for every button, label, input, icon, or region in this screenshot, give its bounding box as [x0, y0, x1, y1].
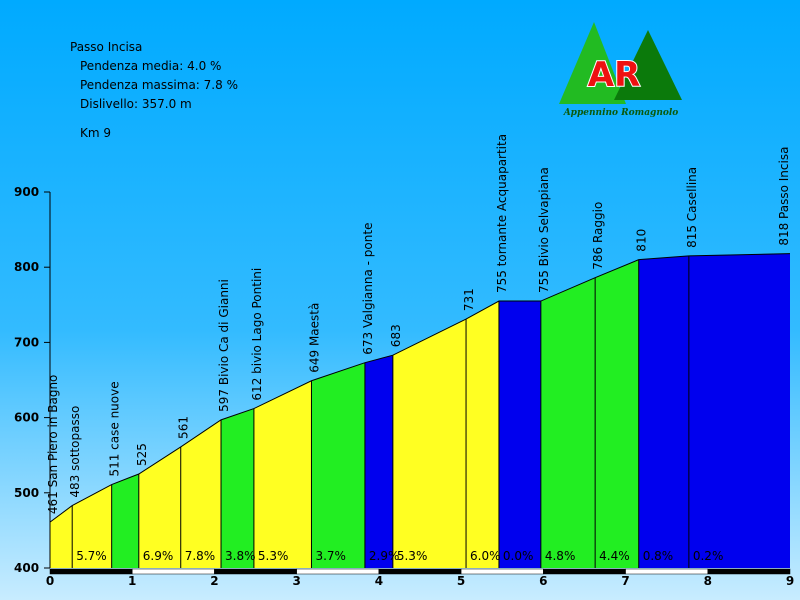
profile-segment: [72, 484, 112, 568]
point-label: 755 tornante Acquapartita: [495, 134, 509, 293]
elevation-gain: Dislivello: 357.0 m: [70, 95, 238, 114]
segment-slope-label: 6.0%: [470, 549, 501, 563]
profile-segment: [540, 277, 596, 568]
x-axis-km-band: [296, 568, 380, 575]
y-tick-label: 500: [14, 486, 39, 500]
profile-segment: [595, 259, 639, 568]
logo-caption: Appennino Romagnolo: [563, 108, 679, 118]
point-label: 731: [462, 288, 476, 311]
point-label: 612 bivio Lago Pontini: [250, 268, 264, 401]
point-label: 755 Bivio Selvapiana: [537, 167, 551, 293]
x-tick-label: 4: [375, 574, 383, 588]
x-axis-km-band: [214, 568, 297, 575]
logo-icon: AR: [559, 22, 682, 104]
point-label: 649 Maestà: [307, 303, 321, 373]
point-label: 818 Passo Incisa: [777, 147, 791, 246]
average-gradient-value: 4.0 %: [187, 59, 222, 73]
x-tick-label: 7: [621, 574, 629, 588]
profile-segment: [311, 362, 365, 568]
profile-segment: [392, 319, 467, 568]
x-tick-label: 1: [128, 574, 136, 588]
segment-slope-label: 0.8%: [643, 549, 674, 563]
point-label: 683: [389, 324, 403, 347]
x-axis-km-band: [378, 568, 462, 575]
x-tick-label: 0: [46, 574, 54, 588]
point-label: 561: [177, 416, 191, 439]
x-axis-km-band: [625, 568, 709, 575]
profile-segment: [688, 253, 790, 568]
logo-letters: AR: [588, 55, 641, 95]
x-tick-label: 5: [457, 574, 465, 588]
x-tick-label: 8: [704, 574, 712, 588]
profile-segment: [498, 301, 541, 568]
point-label: 597 Bivio Ca di Gianni: [217, 279, 231, 412]
average-gradient-label: Pendenza media:: [80, 59, 184, 73]
profile-segment: [111, 474, 139, 568]
point-label: 511 case nuove: [108, 381, 122, 476]
x-axis-km-band: [131, 568, 215, 575]
segment-slope-label: 7.8%: [185, 549, 216, 563]
segment-slope-label: 5.3%: [397, 549, 428, 563]
y-tick-label: 800: [14, 260, 39, 274]
y-tick-label: 700: [14, 335, 39, 349]
segment-slope-label: 5.3%: [258, 549, 289, 563]
average-gradient: Pendenza media: 4.0 %: [70, 57, 238, 76]
x-axis-km-band: [49, 568, 133, 575]
segment-slope-label: 2.9%: [369, 549, 400, 563]
point-label: 483 sottopasso: [68, 406, 82, 498]
segment-slope-label: 4.4%: [599, 549, 630, 563]
climb-info-panel: Passo Incisa Pendenza media: 4.0 % Pende…: [70, 38, 238, 143]
profile-segment: [466, 301, 499, 568]
profile-segment: [638, 255, 689, 569]
profile-segment: [50, 505, 73, 568]
distance-total: Km 9: [80, 126, 112, 140]
logo-mountain-front-icon: [559, 22, 626, 104]
x-axis-km-band: [460, 568, 544, 575]
x-tick-label: 2: [210, 574, 218, 588]
point-label: 525: [135, 443, 149, 466]
profile-segment: [221, 408, 254, 568]
segment-slope-label: 5.7%: [76, 549, 107, 563]
x-axis-km-band: [543, 568, 626, 575]
segment-slope-label: 4.8%: [545, 549, 576, 563]
x-tick-label: 3: [292, 574, 300, 588]
profile-segment: [253, 380, 312, 568]
max-gradient-value: 7.8 %: [203, 78, 238, 92]
x-tick-label: 9: [786, 574, 794, 588]
segment-slope-label: 0.0%: [503, 549, 534, 563]
profile-segment: [364, 355, 393, 568]
elevation-gain-label: Dislivello:: [80, 97, 139, 111]
segment-slope-label: 3.7%: [315, 549, 346, 563]
segment-slope-label: 0.2%: [693, 549, 724, 563]
segment-slope-label: 3.8%: [225, 549, 256, 563]
y-tick-label: 900: [14, 185, 39, 199]
profile-segment: [180, 419, 222, 568]
point-label: 786 Raggio: [591, 202, 605, 270]
point-label: 810: [635, 229, 649, 252]
point-label: 673 Valgianna - ponte: [361, 223, 375, 355]
profile-segment: [138, 446, 181, 568]
max-gradient-label: Pendenza massima:: [80, 78, 200, 92]
logo-mountain-back-icon: [614, 30, 682, 100]
segment-slope-label: 6.9%: [143, 549, 174, 563]
climb-name: Passo Incisa: [70, 40, 143, 54]
y-tick-label: 600: [14, 411, 39, 425]
elevation-gain-value: 357.0 m: [141, 97, 192, 111]
max-gradient: Pendenza massima: 7.8 %: [70, 76, 238, 95]
point-label: 815 Casellina: [685, 167, 699, 248]
x-axis-km-band: [707, 568, 791, 575]
x-tick-label: 6: [539, 574, 547, 588]
y-tick-label: 400: [14, 561, 39, 575]
